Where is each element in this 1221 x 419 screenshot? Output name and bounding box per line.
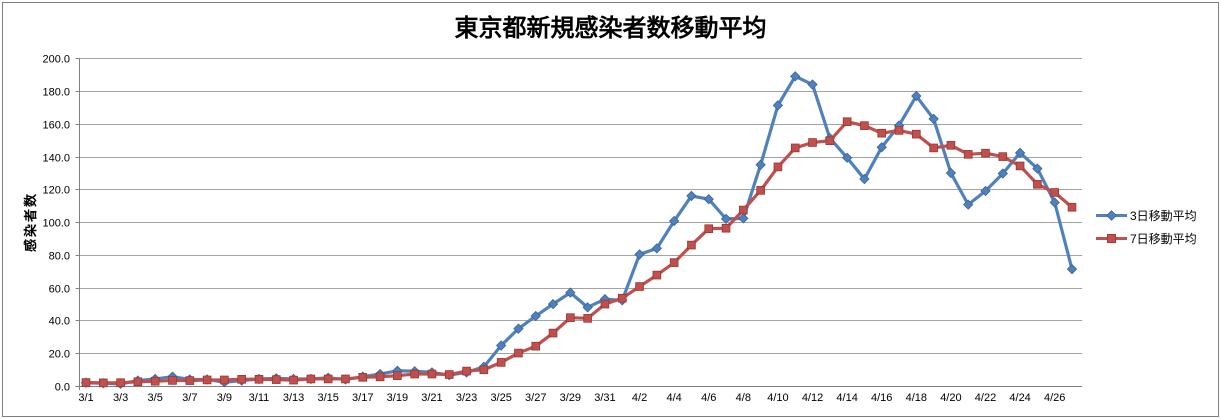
x-tick-label: 4/26 [1044, 392, 1065, 404]
legend-line-diamond-icon [1096, 210, 1127, 221]
x-tick-label: 4/22 [975, 392, 996, 404]
x-tick-label: 3/11 [249, 392, 270, 404]
x-tick-label: 3/13 [283, 392, 304, 404]
chart-title: 東京都新規感染者数移動平均 [454, 15, 767, 42]
gridlines [79, 58, 1082, 354]
x-tick-label: 3/7 [182, 392, 197, 404]
x-tick-label: 3/15 [317, 392, 338, 404]
y-axis-labels: 0.0 20.0 40.0 60.0 80.0 100.0 120.0 140.0 160.0 1… [42, 54, 80, 394]
x-tick-label: 4/12 [802, 392, 823, 404]
y-tick-label: 140.0 [42, 153, 70, 165]
x-tick-label: 3/27 [525, 392, 546, 404]
x-tick-label: 3/31 [594, 392, 615, 404]
x-tick-label: 3/19 [387, 392, 408, 404]
x-tick-label: 3/23 [456, 392, 477, 404]
x-tick-label: 4/20 [940, 392, 961, 404]
x-tick-label: 4/2 [632, 392, 647, 404]
x-tick-label: 4/8 [736, 392, 751, 404]
y-tick-label: 160.0 [42, 120, 70, 132]
x-tick-label: 4/24 [1009, 392, 1030, 404]
x-tick-label: 4/14 [836, 392, 857, 404]
x-tick-label: 3/17 [352, 392, 373, 404]
x-tick-label: 4/4 [666, 392, 681, 404]
axes [79, 58, 1082, 390]
x-tick-label: 3/5 [148, 392, 163, 404]
x-tick-label: 3/3 [113, 392, 128, 404]
y-tick-label: 100.0 [42, 218, 70, 230]
legend-item-7day-avg: 7日移動平均 [1096, 228, 1197, 249]
x-tick-label: 4/10 [767, 392, 788, 404]
y-tick-label: 40.0 [49, 316, 70, 328]
x-tick-label: 3/29 [560, 392, 581, 404]
series-7日移動平均 [81, 117, 1077, 388]
x-tick-label: 3/9 [217, 392, 232, 404]
x-tick-label: 3/25 [490, 392, 511, 404]
y-tick-label: 80.0 [49, 251, 70, 263]
x-tick-label: 4/6 [701, 392, 716, 404]
legend-item-3day-avg: 3日移動平均 [1096, 205, 1197, 226]
x-tick-label: 3/1 [78, 392, 93, 404]
x-tick-label: 4/16 [871, 392, 892, 404]
legend-line-square-icon [1096, 234, 1127, 243]
x-tick-label: 3/21 [421, 392, 442, 404]
y-tick-label: 20.0 [49, 349, 70, 361]
x-axis-labels: 3/1 3/3 3/5 3/7 3/9 3/11 3/13 3/15 3/17 3/19 3/21 3… [78, 392, 1065, 404]
x-tick-label: 4/18 [906, 392, 927, 404]
y-tick-label: 200.0 [42, 54, 70, 66]
y-tick-label: 60.0 [49, 284, 70, 296]
legend-label-7day-avg: 7日移動平均 [1130, 232, 1197, 246]
y-tick-label: 180.0 [42, 87, 70, 99]
y-tick-label: 120.0 [42, 185, 70, 197]
legend: 3日移動平均 7日移動平均 [1096, 205, 1197, 249]
series-3日移動平均 [80, 71, 1078, 390]
y-tick-label: 0.0 [55, 382, 70, 394]
legend-label-3day-avg: 3日移動平均 [1130, 209, 1197, 223]
y-axis-title: 感染者数 [23, 192, 38, 253]
